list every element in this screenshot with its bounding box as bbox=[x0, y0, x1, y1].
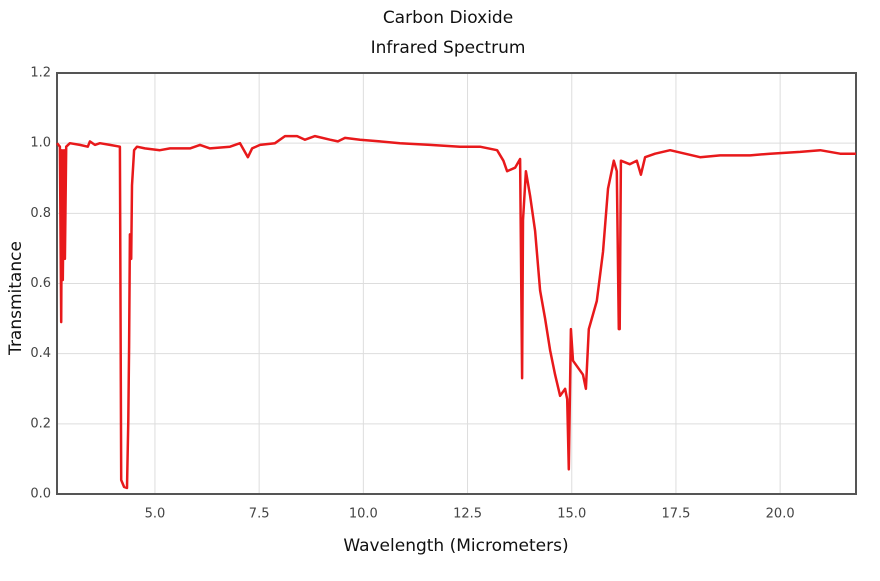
x-tick-label: 10.0 bbox=[349, 507, 378, 522]
x-tick-label: 17.5 bbox=[661, 507, 690, 522]
x-tick-label: 12.5 bbox=[453, 507, 482, 522]
y-tick-label: 0.0 bbox=[30, 487, 51, 502]
x-axis-label: Wavelength (Micrometers) bbox=[343, 536, 568, 556]
x-tick-label: 20.0 bbox=[766, 507, 795, 522]
x-tick-label: 5.0 bbox=[145, 507, 166, 522]
x-tick-label: 15.0 bbox=[557, 507, 586, 522]
chart-subtitle: Infrared Spectrum bbox=[371, 38, 526, 58]
y-tick-label: 0.2 bbox=[30, 416, 51, 431]
y-tick-label: 1.0 bbox=[30, 136, 51, 151]
plot-frame bbox=[56, 72, 857, 495]
y-tick-label: 0.6 bbox=[30, 276, 51, 291]
y-axis-label: Transmitance bbox=[6, 241, 26, 356]
y-tick-label: 0.4 bbox=[30, 346, 51, 361]
spectrum-line bbox=[56, 134, 856, 490]
x-tick-label: 7.5 bbox=[249, 507, 270, 522]
chart-title: Carbon Dioxide bbox=[383, 8, 513, 28]
y-tick-label: 1.2 bbox=[30, 66, 51, 81]
y-tick-label: 0.8 bbox=[30, 206, 51, 221]
